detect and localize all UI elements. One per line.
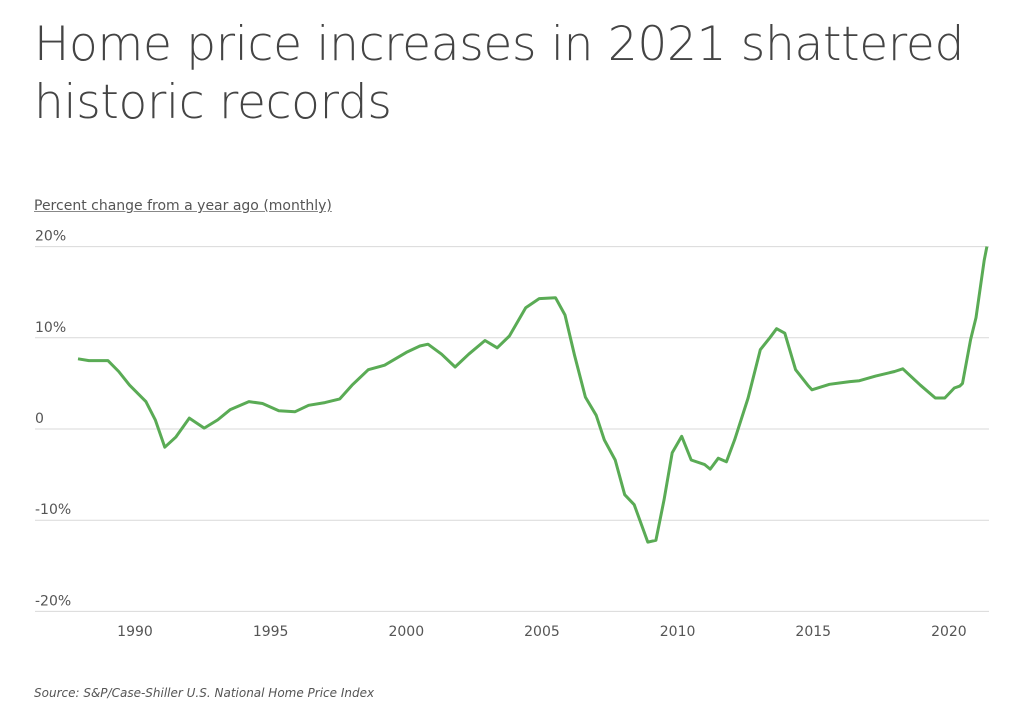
x-tick-label: 1995 (253, 624, 289, 640)
y-tick-label: 20% (35, 229, 66, 245)
y-tick-label: 10% (35, 320, 66, 336)
series-line (77, 246, 989, 544)
y-tick-label: -20% (35, 593, 71, 609)
x-tick-label: 2020 (931, 624, 967, 640)
x-tick-label: 2000 (388, 624, 424, 640)
source-note: Source: S&P/Case-Shiller U.S. National H… (34, 686, 375, 700)
y-tick-label: 0 (35, 411, 44, 427)
y-tick-label: -10% (35, 502, 71, 518)
x-tick-label: 2015 (795, 624, 831, 640)
x-tick-labels: 1990 1995 2000 2005 2010 2015 2020 (117, 624, 967, 640)
gridlines (35, 246, 989, 612)
y-axis-label: Percent change from a year ago (monthly) (34, 198, 332, 214)
x-tick-label: 2005 (524, 624, 560, 640)
x-tick-label: 1990 (117, 624, 153, 640)
x-tick-label: 2010 (660, 624, 696, 640)
chart-title: Home price increases in 2021 shattered h… (34, 17, 965, 130)
y-tick-labels: 20% 10% 0 -10% -20% (35, 229, 71, 610)
